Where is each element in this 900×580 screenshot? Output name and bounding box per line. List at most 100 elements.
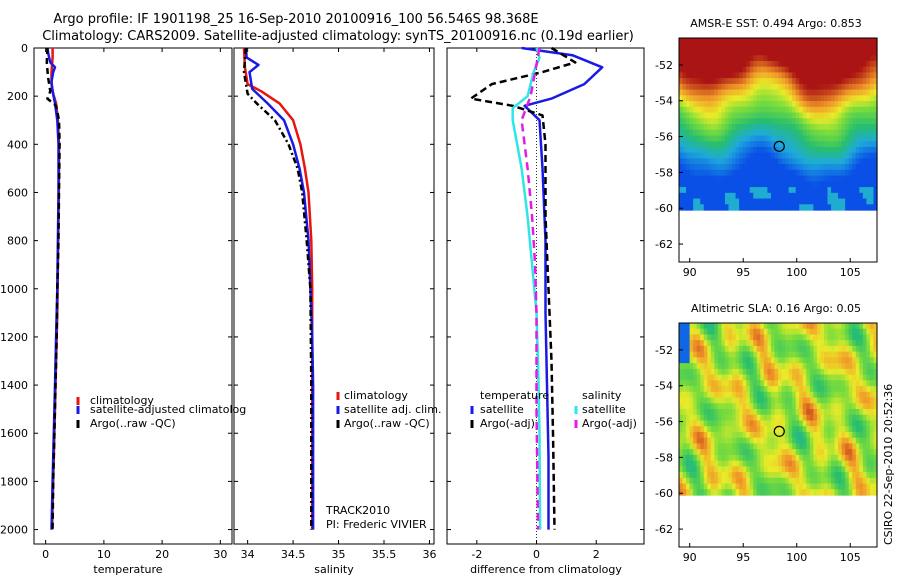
map-cell [788, 472, 793, 479]
map-cell [795, 363, 800, 370]
map-cell [781, 78, 786, 85]
map-cell [703, 460, 708, 467]
map-cell [781, 169, 786, 177]
map-cell [869, 95, 875, 102]
map-cell [735, 181, 740, 188]
map-cell [820, 187, 825, 194]
map-cell [813, 187, 818, 194]
map-cell [746, 351, 751, 358]
map-cell [689, 483, 694, 490]
map-cell [785, 334, 790, 341]
map-cell [823, 38, 829, 45]
map-cell [785, 409, 790, 416]
map-cell [845, 426, 850, 433]
map-cell [735, 124, 740, 131]
map-cell [838, 328, 843, 336]
map-cell [714, 414, 719, 422]
salinity-x-ticks: 34 34.5 35 35.5 36 [241, 48, 436, 561]
map-cell [809, 72, 814, 79]
map-cell [845, 38, 850, 45]
map-cell [788, 426, 793, 433]
map-cell [703, 164, 708, 171]
map-cell [795, 340, 800, 347]
map-cell [721, 374, 726, 381]
map-cell [746, 152, 751, 160]
map-cell [689, 129, 694, 137]
map-cell [739, 146, 744, 154]
map-cell [792, 124, 797, 131]
map-cell [756, 374, 761, 381]
map-cell [693, 72, 698, 79]
map-cell [679, 466, 684, 473]
map-cell [679, 437, 684, 445]
map-cell [746, 431, 751, 439]
map-cell [756, 106, 761, 114]
map-cell [873, 175, 878, 182]
map-cell [813, 368, 818, 376]
map-cell [823, 391, 829, 399]
map-cell [802, 72, 807, 79]
map-cell [717, 101, 723, 108]
map-cell [820, 141, 825, 148]
map-cell [700, 386, 705, 393]
map-cell [710, 489, 715, 496]
map-cell [742, 152, 747, 160]
map-cell [732, 357, 737, 364]
map-cell [679, 83, 684, 91]
map-cell [728, 403, 733, 410]
sla-map-lon-ticks: 90 95 100 105 [683, 543, 861, 564]
map-cell [749, 106, 754, 114]
map-cell [869, 409, 875, 416]
map-cell [714, 66, 719, 73]
map-cell [806, 198, 811, 205]
map-cell [707, 141, 712, 148]
map-cell [852, 66, 857, 73]
map-cell [806, 489, 811, 496]
map-cell [707, 169, 712, 177]
map-cell [721, 472, 726, 479]
map-cell [724, 357, 730, 364]
map-cell [774, 106, 779, 114]
map-cell [820, 449, 825, 456]
map-cell [739, 431, 744, 439]
map-cell [806, 477, 811, 485]
map-cell [778, 187, 783, 194]
lat-tick-label: -56 [655, 416, 673, 429]
map-cell [841, 95, 846, 102]
map-cell [873, 38, 878, 45]
map-cell [778, 164, 783, 171]
map-cell [728, 351, 733, 358]
map-cell [802, 454, 807, 462]
map-cell [820, 351, 825, 358]
map-cell [714, 181, 719, 188]
map-cell [869, 83, 875, 91]
map-cell [753, 72, 758, 79]
sla-map-panel: Altimetric SLA: 0.16 Argo: 0.05 -52-54-5… [655, 302, 878, 564]
map-cell [855, 380, 860, 387]
map-cell [838, 158, 843, 165]
map-cell [799, 489, 804, 496]
map-cell [756, 397, 761, 404]
map-cell [693, 146, 698, 154]
map-cell [742, 363, 747, 370]
map-cell [739, 118, 744, 125]
map-cell [802, 55, 807, 62]
map-cell [820, 483, 825, 490]
map-cell [763, 204, 768, 211]
map-cell [785, 449, 790, 456]
map-cell [721, 49, 726, 56]
map-cell [735, 477, 740, 485]
map-cell [721, 181, 726, 188]
map-cell [735, 192, 740, 200]
map-cell [703, 175, 708, 182]
map-cell [742, 340, 747, 347]
map-cell [728, 55, 733, 62]
map-cell [873, 198, 878, 205]
map-cell [823, 175, 829, 182]
map-cell [707, 124, 712, 131]
map-cell [859, 363, 864, 370]
map-cell [795, 112, 800, 119]
map-cell [813, 141, 818, 148]
map-cell [827, 323, 832, 330]
map-cell [802, 391, 807, 399]
